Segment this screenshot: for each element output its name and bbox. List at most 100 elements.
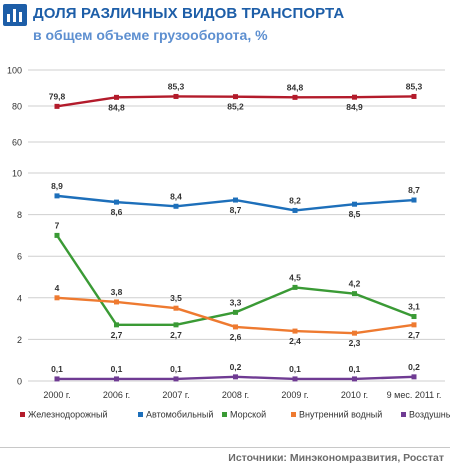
data-label: 4,5: [289, 272, 301, 282]
data-label: 2,3: [349, 338, 361, 348]
data-label: 0,2: [408, 362, 420, 372]
data-label: 4,2: [349, 279, 361, 289]
data-point: [114, 94, 119, 100]
data-point: [292, 376, 298, 382]
data-point: [411, 374, 417, 380]
x-tick-label: 2007 г.: [162, 390, 189, 400]
data-label: 8,4: [170, 191, 182, 201]
data-point: [114, 322, 119, 328]
data-point: [114, 199, 119, 205]
legend-marker: [291, 412, 296, 417]
data-point: [54, 103, 60, 109]
data-point: [352, 376, 357, 382]
data-label: 2,6: [230, 332, 242, 342]
data-point: [233, 374, 238, 380]
legend-label: Автомобильный: [146, 410, 213, 420]
data-label: 4: [55, 283, 60, 293]
data-label: 0,1: [51, 364, 63, 374]
legend-marker: [401, 412, 406, 417]
data-label: 84,8: [108, 102, 125, 112]
data-label: 0,1: [111, 364, 123, 374]
data-label: 0,1: [289, 364, 301, 374]
data-point: [352, 291, 357, 297]
data-point: [114, 299, 119, 305]
data-point: [173, 322, 179, 328]
data-point: [411, 322, 417, 328]
data-point: [233, 309, 238, 315]
data-point: [233, 324, 238, 330]
source-note: Источники: Минэкономразвития, Росстат: [228, 452, 444, 464]
x-tick-label: 2009 г.: [281, 390, 308, 400]
data-label: 84,8: [287, 82, 304, 92]
data-label: 8,2: [289, 195, 301, 205]
data-point: [54, 295, 60, 301]
data-label: 8,6: [111, 207, 123, 217]
data-label: 3,8: [111, 287, 123, 297]
data-point: [292, 94, 298, 100]
lower-y-tick-label: 8: [17, 210, 22, 220]
data-point: [411, 93, 417, 99]
data-label: 84,9: [346, 102, 363, 112]
data-point: [173, 305, 179, 311]
data-point: [114, 376, 119, 382]
data-point: [411, 197, 417, 203]
data-point: [292, 328, 298, 334]
data-point: [173, 376, 179, 382]
x-tick-label: 2006 г.: [103, 390, 130, 400]
data-label: 2,7: [111, 330, 123, 340]
data-point: [173, 93, 179, 99]
legend-label: Внутренний водный: [299, 410, 382, 420]
chart-header: ДОЛЯ РАЗЛИЧНЫХ ВИДОВ ТРАНСПОРТА в общем …: [0, 0, 450, 54]
chart-subtitle: в общем объеме грузооборота, %: [33, 27, 268, 43]
data-label: 2,7: [408, 330, 420, 340]
lower-y-tick-label: 10: [12, 169, 22, 179]
lower-y-tick-label: 0: [17, 377, 22, 387]
legend-marker: [222, 412, 227, 417]
legend-label: Воздушный: [409, 410, 450, 420]
data-label: 0,1: [349, 364, 361, 374]
data-label: 8,9: [51, 181, 63, 191]
data-label: 0,2: [230, 362, 242, 372]
lower-y-tick-label: 4: [17, 293, 22, 303]
legend-label: Морской: [230, 410, 266, 420]
legend-label: Железнодорожный: [28, 410, 108, 420]
footer-divider: [0, 447, 450, 448]
upper-y-tick-label: 100: [7, 66, 22, 76]
data-label: 2,4: [289, 336, 301, 346]
data-label: 8,7: [408, 185, 420, 195]
data-point: [173, 203, 179, 209]
data-label: 79,8: [49, 91, 66, 101]
lower-y-tick-label: 6: [17, 252, 22, 262]
data-point: [233, 94, 238, 100]
x-tick-label: 2010 г.: [341, 390, 368, 400]
x-tick-label: 2008 г.: [222, 390, 249, 400]
upper-y-tick-label: 60: [12, 138, 22, 148]
chart-area: 60 80 100 0 2 4 6 8 10 2000 г. 2006 г. 2007 г. 2008 …: [7, 66, 450, 420]
data-point: [411, 314, 417, 320]
data-label: 7: [55, 220, 60, 230]
data-point: [233, 197, 238, 203]
data-point: [54, 376, 60, 382]
data-label: 3,3: [230, 297, 242, 307]
legend-marker: [138, 412, 143, 417]
chart-title: ДОЛЯ РАЗЛИЧНЫХ ВИДОВ ТРАНСПОРТА: [33, 5, 345, 22]
x-tick-label: 2000 г.: [43, 390, 70, 400]
x-tick-label: 9 мес. 2011 г.: [387, 390, 442, 400]
data-label: 3,5: [170, 293, 182, 303]
data-point: [292, 207, 298, 213]
upper-y-tick-label: 80: [12, 102, 22, 112]
data-label: 0,1: [170, 364, 182, 374]
data-point: [54, 232, 60, 238]
legend-marker: [20, 412, 25, 417]
data-label: 3,1: [408, 302, 420, 312]
data-label: 85,3: [168, 81, 185, 91]
bar-chart-icon: [3, 4, 27, 26]
data-label: 85,2: [227, 102, 244, 112]
data-label: 8,7: [230, 205, 242, 215]
data-label: 2,7: [170, 330, 182, 340]
data-point: [352, 94, 357, 100]
data-point: [352, 201, 357, 207]
data-point: [54, 193, 60, 199]
data-label: 85,3: [406, 81, 423, 91]
data-label: 8,5: [349, 209, 361, 219]
